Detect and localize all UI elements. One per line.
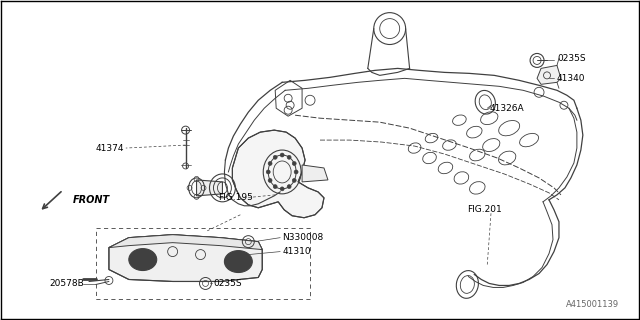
Circle shape: [268, 162, 272, 165]
Text: 41310: 41310: [282, 247, 311, 256]
Text: FRONT: FRONT: [73, 195, 110, 205]
Polygon shape: [196, 180, 223, 196]
Circle shape: [280, 153, 284, 157]
Polygon shape: [109, 235, 262, 250]
Circle shape: [292, 179, 296, 182]
Text: 41374: 41374: [96, 144, 124, 153]
Circle shape: [287, 155, 291, 159]
Text: 0235S: 0235S: [557, 54, 586, 63]
Text: 41326A: 41326A: [489, 104, 524, 113]
Text: A415001139: A415001139: [566, 300, 619, 309]
Text: FIG.201: FIG.201: [467, 205, 502, 214]
Circle shape: [294, 170, 298, 174]
Circle shape: [273, 185, 277, 188]
Text: FIG.195: FIG.195: [218, 193, 253, 202]
Circle shape: [292, 162, 296, 165]
Text: N330008: N330008: [282, 233, 323, 242]
Polygon shape: [109, 235, 262, 282]
Circle shape: [280, 187, 284, 191]
Text: 41340: 41340: [557, 74, 586, 83]
Polygon shape: [537, 65, 561, 84]
Circle shape: [266, 170, 270, 174]
Ellipse shape: [225, 251, 252, 273]
Text: 0235S: 0235S: [214, 279, 242, 288]
Circle shape: [273, 155, 277, 159]
Circle shape: [268, 179, 272, 182]
Polygon shape: [302, 165, 328, 182]
Circle shape: [287, 185, 291, 188]
Text: 20578B: 20578B: [49, 279, 84, 288]
Polygon shape: [232, 130, 324, 218]
Ellipse shape: [129, 249, 157, 270]
